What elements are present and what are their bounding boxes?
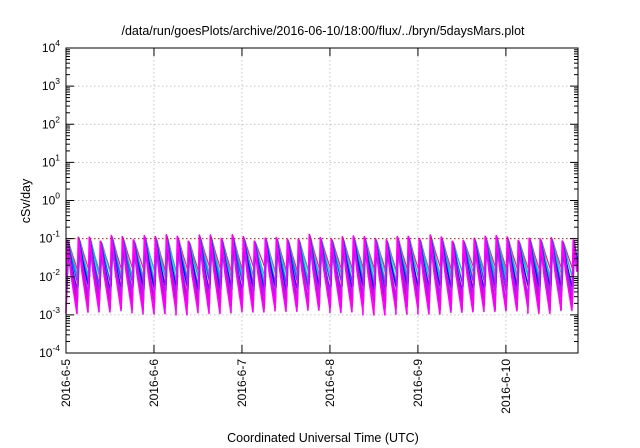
y-tick-label: 100 (42, 191, 60, 208)
x-axis: 2016-6-5 2016-6-6 2016-6-7 2016-6-8 2016-6-9… (59, 48, 513, 414)
x-axis-label: Coordinated Universal Time (UTC) (227, 431, 419, 445)
x-tick-label: 2016-6-9 (411, 359, 425, 407)
chart-title: /data/run/goesPlots/archive/2016-06-10/1… (121, 24, 525, 38)
y-tick-label: 102 (42, 114, 60, 131)
x-tick-label: 2016-6-8 (323, 359, 337, 407)
x-tick-label: 2016-6-10 (499, 359, 513, 414)
y-axis-label: cSv/day (19, 178, 33, 223)
series-line (65, 233, 578, 316)
y-tick-label: 104 (42, 38, 60, 55)
y-tick-label: 101 (42, 152, 60, 169)
y-tick-label: 10-4 (39, 343, 60, 360)
y-tick-label: 10-2 (39, 267, 60, 284)
data-series (65, 233, 579, 316)
x-tick-label: 2016-6-5 (59, 359, 73, 407)
grid-lines (66, 48, 578, 353)
y-tick-label: 10-1 (39, 229, 60, 246)
x-tick-label: 2016-6-6 (147, 359, 161, 407)
y-tick-label: 103 (42, 76, 60, 93)
x-tick-label: 2016-6-7 (235, 359, 249, 407)
y-tick-label: 10-3 (39, 305, 60, 322)
y-axis: 10-4 10-3 10-2 10-1 100 101 102 103 104 (39, 38, 578, 360)
